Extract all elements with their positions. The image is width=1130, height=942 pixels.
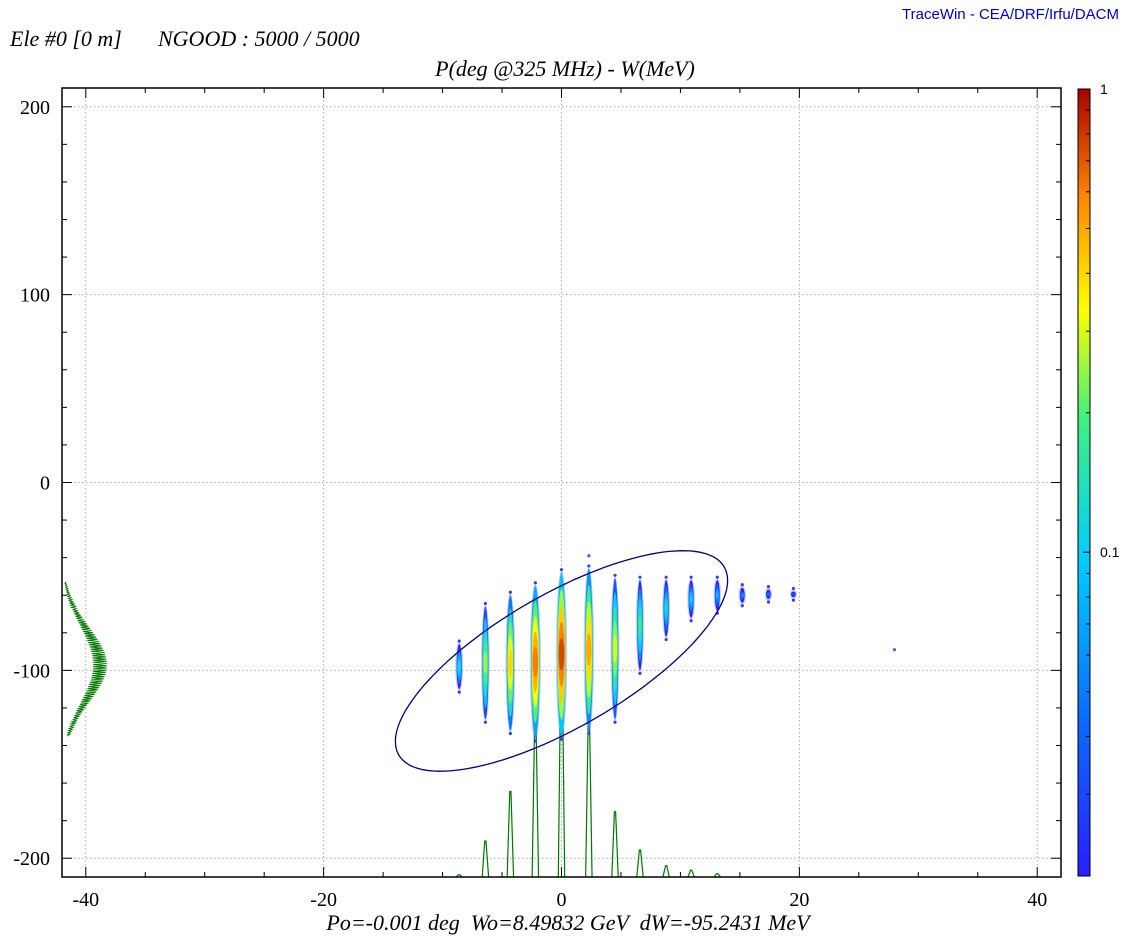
x-tick-labels: -40 -20 0 20 40	[72, 889, 1047, 911]
chart-title: P(deg @325 MHz) - W(MeV)	[434, 56, 695, 81]
bunch-tail	[508, 590, 512, 594]
bunch-tail	[483, 720, 487, 724]
x-tick-label: 20	[789, 889, 809, 911]
bunch-core	[612, 634, 618, 663]
x-projection-spike	[636, 849, 644, 877]
bunch-core	[483, 651, 488, 675]
bunch-tail	[533, 581, 537, 585]
rms-ellipse-path	[394, 550, 729, 772]
bunch-tail	[638, 575, 642, 579]
bunch-core	[586, 633, 592, 666]
colorbar-ticks: 10.1	[1083, 81, 1120, 877]
x-projection-spike	[506, 790, 515, 877]
x-projection-spike	[455, 874, 463, 877]
bunch-core	[791, 593, 795, 595]
x-projection-spike	[611, 811, 619, 877]
x-tick-label: -40	[72, 889, 99, 911]
bunch-tail	[740, 604, 744, 608]
x-projection-spike	[687, 869, 695, 877]
bunch-tail	[457, 690, 461, 694]
bunch-tail	[766, 584, 771, 589]
bunch-tail	[483, 601, 487, 606]
x-projection-spike	[662, 865, 670, 877]
bunch-tail	[559, 568, 564, 572]
bunch-tail	[457, 639, 461, 643]
particle-density	[455, 554, 897, 743]
bunch-tail	[715, 575, 719, 579]
y-tick-label: 200	[20, 97, 50, 119]
outlier-point	[892, 648, 897, 652]
colorbar	[1077, 88, 1091, 877]
bunch-tail	[689, 575, 693, 579]
y-tick-labels: 200 100 0 -100 -200	[13, 97, 50, 870]
bunch-tail	[664, 637, 668, 642]
bunch-core	[689, 595, 693, 603]
bunch-core	[766, 593, 770, 596]
bunch-tail	[559, 737, 564, 741]
bunch-tail	[587, 564, 591, 568]
bunch-tail	[613, 720, 617, 724]
bunch-core	[664, 602, 668, 614]
bunch-core	[558, 638, 565, 671]
y-tick-label: 0	[40, 473, 50, 495]
chart-footer: Po=-0.001 deg Wo=8.49832 GeV dW=-95.2431…	[325, 910, 812, 935]
bunch-tail	[587, 731, 591, 736]
bunch-tail	[508, 731, 512, 736]
bunch-core	[638, 616, 642, 635]
y-projection-line	[64, 581, 107, 737]
y-tick-label: -200	[13, 848, 50, 870]
credit-text: TraceWin - CEA/DRF/Irfu/DACM	[902, 6, 1119, 23]
outlier-point	[587, 554, 591, 558]
y-tick-label: 100	[20, 285, 50, 307]
element-label: Ele #0 [0 m]	[9, 26, 122, 51]
x-projection-spike	[481, 840, 490, 877]
bunch-tail	[533, 739, 537, 743]
ngood-label: NGOOD : 5000 / 5000	[157, 26, 360, 51]
bunch-core	[715, 592, 719, 599]
x-projection-spike	[585, 714, 593, 877]
x-tick-label: 40	[1027, 889, 1047, 911]
bunch-tail	[689, 619, 693, 623]
bunch-tail	[791, 598, 796, 602]
bunch-tail	[613, 573, 617, 577]
bunch-tail	[766, 600, 771, 604]
bunch-tail	[740, 583, 744, 587]
x-projection-spike	[713, 873, 721, 877]
colorbar-label: 0.1	[1100, 544, 1120, 560]
plot-frame	[61, 87, 1062, 878]
bunch-core	[740, 593, 744, 597]
bunch-core	[508, 649, 513, 677]
y-projection	[64, 581, 107, 737]
rms-ellipse	[394, 550, 729, 772]
bunch-tail	[791, 586, 796, 591]
axis-ticks	[62, 88, 1061, 877]
bunch-core	[532, 646, 539, 678]
colorbar-label: 1	[1100, 81, 1108, 97]
x-tick-label: 0	[557, 889, 567, 911]
bunch-tail	[638, 671, 642, 675]
bunch-core	[457, 662, 461, 672]
bunch-tail	[664, 575, 668, 579]
grid-lines	[62, 88, 1061, 877]
x-tick-label: -20	[310, 889, 337, 911]
y-tick-label: -100	[13, 660, 50, 682]
